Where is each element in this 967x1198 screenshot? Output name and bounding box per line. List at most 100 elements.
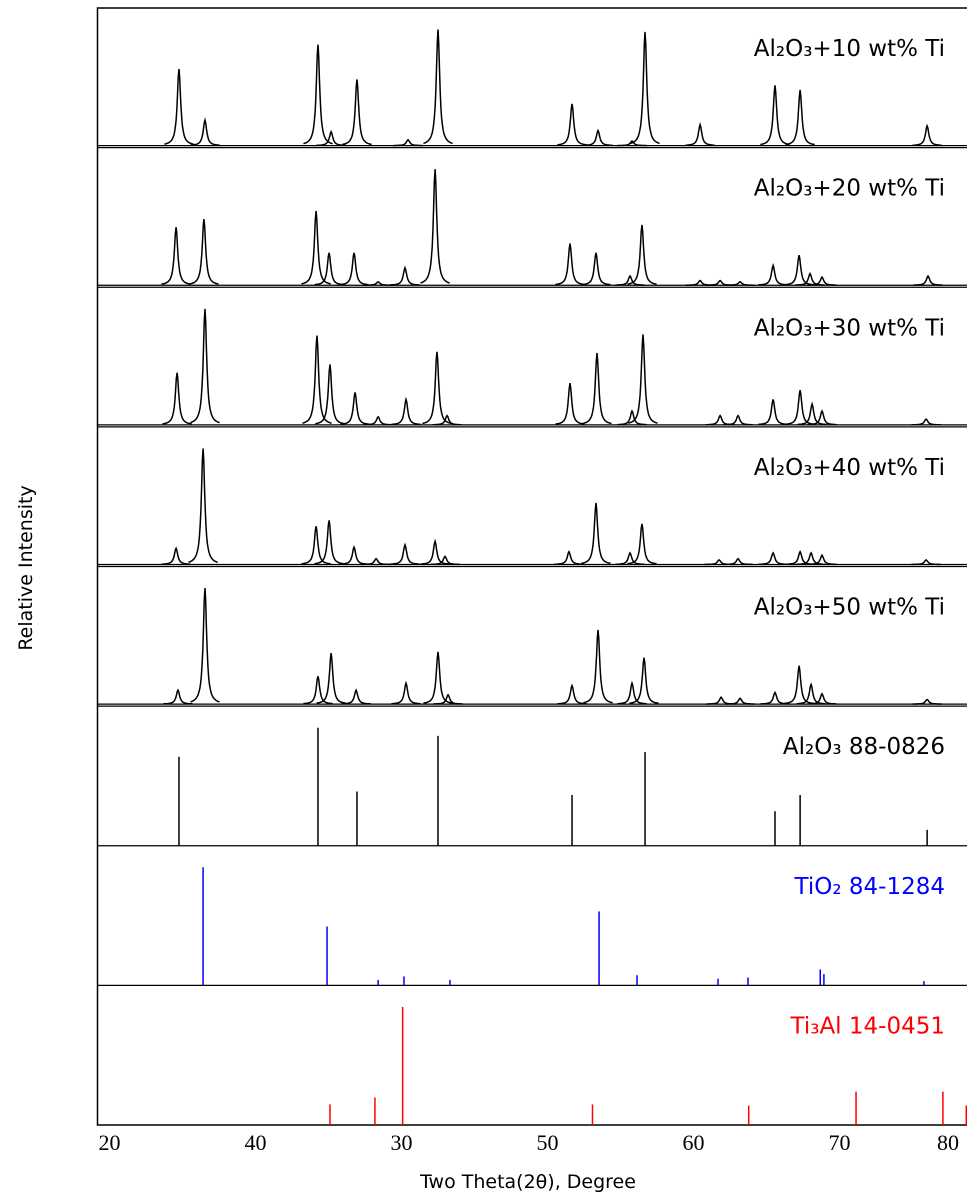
peak xyxy=(363,280,393,286)
peak xyxy=(725,280,755,286)
peak xyxy=(391,680,421,705)
peak xyxy=(784,254,814,286)
x-tick-label: 80 xyxy=(937,1130,959,1155)
peak xyxy=(339,544,369,565)
peak xyxy=(341,688,371,705)
peak xyxy=(190,308,220,424)
peak xyxy=(627,224,657,285)
peak xyxy=(685,122,715,146)
peak xyxy=(797,401,827,426)
peak xyxy=(627,523,657,565)
peak xyxy=(807,275,837,286)
peak xyxy=(758,262,788,286)
peak xyxy=(796,551,826,566)
peak xyxy=(913,274,943,286)
x-tick-label: 70 xyxy=(829,1130,851,1155)
peak xyxy=(784,665,814,705)
peak xyxy=(423,29,453,145)
peak xyxy=(557,103,587,146)
panel-label: Al₂O₃+30 wt% Ti xyxy=(754,315,945,341)
peak xyxy=(723,414,753,426)
peak xyxy=(391,396,421,426)
x-tick-label: 20 xyxy=(99,1130,121,1155)
peak xyxy=(316,129,346,147)
peak xyxy=(301,526,331,565)
peak xyxy=(725,697,755,705)
peak xyxy=(423,651,453,704)
peak xyxy=(557,683,587,705)
peak xyxy=(190,117,220,146)
peak xyxy=(342,79,372,146)
peak xyxy=(795,272,825,286)
peak xyxy=(911,558,941,566)
peak xyxy=(581,252,611,286)
peak xyxy=(785,389,815,425)
peak xyxy=(630,31,660,145)
peak xyxy=(583,128,613,147)
x-tick-label: 40 xyxy=(245,1130,267,1155)
peak xyxy=(554,550,584,566)
peak xyxy=(582,352,612,425)
panel-label: Al₂O₃+10 wt% Ti xyxy=(754,36,945,62)
peak xyxy=(340,392,370,426)
peak xyxy=(303,676,333,705)
peak xyxy=(760,690,790,705)
peak xyxy=(912,123,942,146)
panel-label: Al₂O₃ 88-0826 xyxy=(783,734,945,760)
panel-label: Ti₃Al 14-0451 xyxy=(790,1013,946,1039)
peak xyxy=(361,557,391,566)
peak xyxy=(629,657,659,704)
peak xyxy=(420,538,450,565)
peak xyxy=(705,414,735,426)
panel-label: TiO₂ 84-1284 xyxy=(794,874,945,900)
x-tick-label: 30 xyxy=(391,1130,413,1155)
peak xyxy=(760,85,790,146)
peak xyxy=(432,414,462,426)
peak xyxy=(188,448,218,564)
peak xyxy=(189,219,219,285)
peak xyxy=(301,210,331,285)
panel-label: Al₂O₃+20 wt% Ti xyxy=(754,176,945,202)
peak xyxy=(581,502,611,565)
panel-label: Al₂O₃+40 wt% Ti xyxy=(754,455,945,481)
peak xyxy=(161,546,191,565)
peak xyxy=(807,553,837,566)
peak xyxy=(911,418,941,426)
peak xyxy=(615,274,645,286)
peak xyxy=(316,653,346,704)
peak xyxy=(807,692,837,705)
peak xyxy=(162,372,192,425)
peak xyxy=(723,557,753,566)
peak xyxy=(420,169,450,284)
peak xyxy=(617,680,647,705)
peak xyxy=(628,334,658,424)
peak xyxy=(314,252,344,286)
peak xyxy=(617,409,647,426)
peak xyxy=(796,682,826,705)
peak xyxy=(807,409,837,426)
panel-label: Al₂O₃+50 wt% Ti xyxy=(754,595,945,621)
peak xyxy=(339,252,369,286)
peak xyxy=(390,265,420,286)
peak xyxy=(785,89,815,146)
peak xyxy=(393,138,423,147)
x-axis-label: Two Theta(2θ), Degree xyxy=(419,1171,636,1193)
peak xyxy=(363,415,393,426)
peak xyxy=(164,68,194,145)
peak xyxy=(555,243,585,286)
peak xyxy=(617,140,647,147)
peak xyxy=(430,555,460,566)
peak xyxy=(706,696,736,705)
peak xyxy=(422,351,452,425)
peak xyxy=(912,698,942,705)
peak xyxy=(303,44,333,145)
peak xyxy=(163,688,193,705)
peak xyxy=(190,588,220,703)
x-tick-label: 50 xyxy=(537,1130,559,1155)
peak xyxy=(314,520,344,565)
peak xyxy=(583,629,613,704)
peak xyxy=(302,335,332,424)
peak xyxy=(758,399,788,426)
